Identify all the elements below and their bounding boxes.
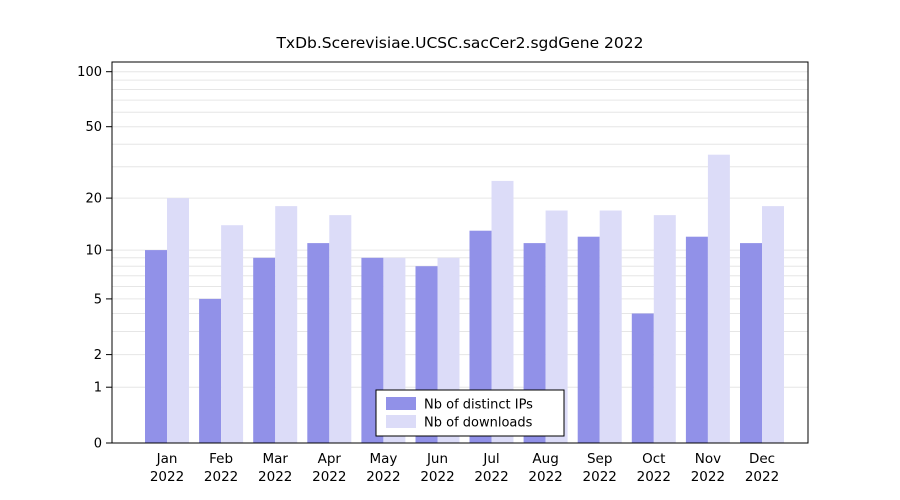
y-tick-label: 100 <box>77 65 102 80</box>
bar-downloads-jan <box>167 198 189 443</box>
x-tick-label-month: Dec <box>749 451 775 467</box>
x-tick-label-month: Nov <box>695 451 721 467</box>
bar-distinct_ips-nov <box>685 236 708 443</box>
bar-downloads-apr <box>329 215 352 443</box>
y-tick-label: 5 <box>94 292 102 307</box>
x-tick-label-month: Jan <box>156 451 178 467</box>
bar-downloads-mar <box>275 206 298 443</box>
bar-downloads-sep <box>599 210 622 443</box>
y-tick-label: 20 <box>85 192 102 207</box>
x-tick-label-year: 2022 <box>258 469 292 485</box>
chart-title: TxDb.Scerevisiae.UCSC.sacCer2.sgdGene 20… <box>276 34 644 52</box>
x-tick-label-month: Oct <box>642 451 665 467</box>
bar-downloads-nov <box>707 154 730 443</box>
bar-downloads-dec <box>762 206 784 443</box>
x-tick-label-year: 2022 <box>583 469 617 485</box>
y-tick-label: 50 <box>85 120 102 135</box>
bar-distinct_ips-mar <box>253 257 276 443</box>
bar-distinct_ips-feb <box>199 298 222 443</box>
plot-border <box>111 61 809 444</box>
y-tick-label: 10 <box>85 244 102 259</box>
x-tick-label-month: May <box>369 451 397 467</box>
legend-label-downloads: Nb of downloads <box>424 416 533 431</box>
bar-downloads-feb <box>221 225 244 443</box>
x-tick-label-month: Feb <box>209 451 233 467</box>
x-tick-label-year: 2022 <box>420 469 454 485</box>
bar-distinct_ips-apr <box>307 243 330 443</box>
y-tick-label: 1 <box>94 381 102 396</box>
x-tick-label-year: 2022 <box>474 469 508 485</box>
bar-downloads-jul <box>491 180 514 443</box>
x-tick-label-year: 2022 <box>691 469 725 485</box>
x-tick-label-year: 2022 <box>366 469 400 485</box>
x-tick-label-month: Jul <box>482 451 499 467</box>
y-tick-label: 0 <box>94 437 102 452</box>
x-tick-label-month: Aug <box>532 451 558 467</box>
x-tick-label-year: 2022 <box>312 469 346 485</box>
x-tick-label-year: 2022 <box>745 469 779 485</box>
bar-distinct_ips-sep <box>577 236 600 443</box>
x-tick-label-year: 2022 <box>637 469 671 485</box>
legend-swatch-downloads <box>386 415 416 428</box>
x-tick-label-year: 2022 <box>528 469 562 485</box>
x-tick-label-month: Sep <box>587 451 612 467</box>
x-tick-label-year: 2022 <box>204 469 238 485</box>
legend-label-distinct_ips: Nb of distinct IPs <box>424 398 533 413</box>
y-tick-label: 2 <box>94 348 102 363</box>
bar-downloads-oct <box>653 215 676 443</box>
x-tick-label-year: 2022 <box>150 469 184 485</box>
x-tick-label-month: Mar <box>262 451 288 467</box>
x-tick-label-month: Apr <box>318 451 342 467</box>
bar-distinct_ips-oct <box>631 313 654 443</box>
bar-downloads-aug <box>545 210 568 443</box>
bar-distinct_ips-dec <box>740 243 762 443</box>
x-tick-label-month: Jun <box>426 451 448 467</box>
legend-swatch-distinct_ips <box>386 397 416 410</box>
bar-distinct_ips-jan <box>145 250 167 443</box>
